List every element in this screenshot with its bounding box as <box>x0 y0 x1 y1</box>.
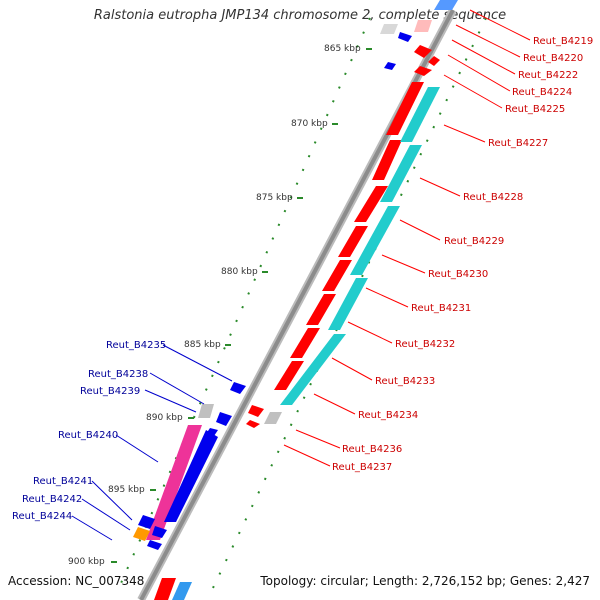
gene-block <box>172 582 192 600</box>
gene-small <box>428 56 440 66</box>
gene-block <box>350 206 400 275</box>
gene-block <box>322 260 352 291</box>
gene-block <box>372 140 402 180</box>
plus-labels: Reut_B4219 Reut_B4220 Reut_B4222 Reut_B4… <box>332 36 593 473</box>
gene-label-plus: Reut_B4231 <box>411 303 471 314</box>
gene-block <box>154 578 176 600</box>
gene-block <box>400 87 440 142</box>
gene-label-plus: Reut_B4222 <box>518 70 578 81</box>
gene-small <box>216 412 232 426</box>
gene-small <box>152 526 167 538</box>
minus-strand-genes <box>133 32 412 600</box>
gene-block <box>274 361 304 390</box>
gene-small <box>138 515 155 529</box>
gene-block <box>386 82 424 135</box>
gene-label-minus: Reut_B4241 <box>33 476 93 487</box>
gene-label-minus: Reut_B4239 <box>80 386 140 397</box>
gene-label-plus: Reut_B4219 <box>533 36 593 47</box>
gene-label-plus: Reut_B4228 <box>463 192 523 203</box>
gene-label-plus: Reut_B4234 <box>358 410 418 421</box>
kbp-ticks: 865 kbp 870 kbp 875 kbp 880 kbp 885 kbp … <box>68 44 372 567</box>
gene-small <box>434 0 458 10</box>
topology-summary: Topology: circular; Length: 2,726,152 bp… <box>260 574 590 588</box>
gene-label-plus: Reut_B4237 <box>332 462 392 473</box>
gene-block <box>354 186 388 222</box>
accession-label: Accession: NC_007348 <box>8 574 145 588</box>
gene-block <box>164 430 218 522</box>
gene-small <box>414 20 432 32</box>
tick-label-890: 890 kbp <box>146 413 183 423</box>
scale-dots <box>117 17 487 591</box>
tick-label-865: 865 kbp <box>324 44 361 54</box>
gene-small <box>384 62 396 70</box>
gene-label-plus: Reut_B4227 <box>488 138 548 149</box>
tick-label-885: 885 kbp <box>184 340 221 350</box>
gene-label-minus: Reut_B4244 <box>12 511 72 522</box>
gene-small <box>398 32 412 42</box>
gene-label-minus: Reut_B4240 <box>58 430 118 441</box>
gene-label-plus: Reut_B4236 <box>342 444 402 455</box>
gene-block <box>380 145 422 202</box>
plus-leader-lines <box>283 9 531 467</box>
gene-small <box>264 412 282 424</box>
gene-block <box>306 294 336 325</box>
gene-label-minus: Reut_B4235 <box>106 340 166 351</box>
gene-small <box>198 404 214 418</box>
gene-label-plus: Reut_B4224 <box>512 87 572 98</box>
gene-block <box>328 278 368 330</box>
gene-small <box>246 420 260 428</box>
plus-strand-genes <box>246 0 458 428</box>
gene-label-plus: Reut_B4233 <box>375 376 435 387</box>
gene-block <box>146 425 202 540</box>
gene-block <box>338 226 368 257</box>
gene-small <box>230 382 246 394</box>
minus-labels: Reut_B4235 Reut_B4238 Reut_B4239 Reut_B4… <box>12 340 166 522</box>
tick-label-870: 870 kbp <box>291 119 328 129</box>
tick-label-880: 880 kbp <box>221 267 258 277</box>
gene-label-plus: Reut_B4230 <box>428 269 488 280</box>
gene-label-plus: Reut_B4220 <box>523 53 583 64</box>
gene-label-minus: Reut_B4238 <box>88 369 148 380</box>
gene-small <box>206 428 218 436</box>
gene-label-plus: Reut_B4232 <box>395 339 455 350</box>
gene-label-plus: Reut_B4229 <box>444 236 504 247</box>
gene-small <box>248 405 264 417</box>
gene-small <box>414 45 432 58</box>
tick-label-895: 895 kbp <box>108 485 145 495</box>
gene-small <box>133 527 150 541</box>
tick-label-900: 900 kbp <box>68 557 105 567</box>
tick-label-875: 875 kbp <box>256 193 293 203</box>
gene-block <box>280 334 346 405</box>
gene-block <box>290 328 320 358</box>
gene-label-minus: Reut_B4242 <box>22 494 82 505</box>
map-title: Ralstonia eutropha JMP134 chromosome 2, … <box>93 8 507 23</box>
gene-label-plus: Reut_B4225 <box>505 104 565 115</box>
gene-small <box>147 540 162 550</box>
gene-small <box>414 66 432 76</box>
gene-small <box>380 24 398 34</box>
minus-leader-lines <box>71 344 233 541</box>
